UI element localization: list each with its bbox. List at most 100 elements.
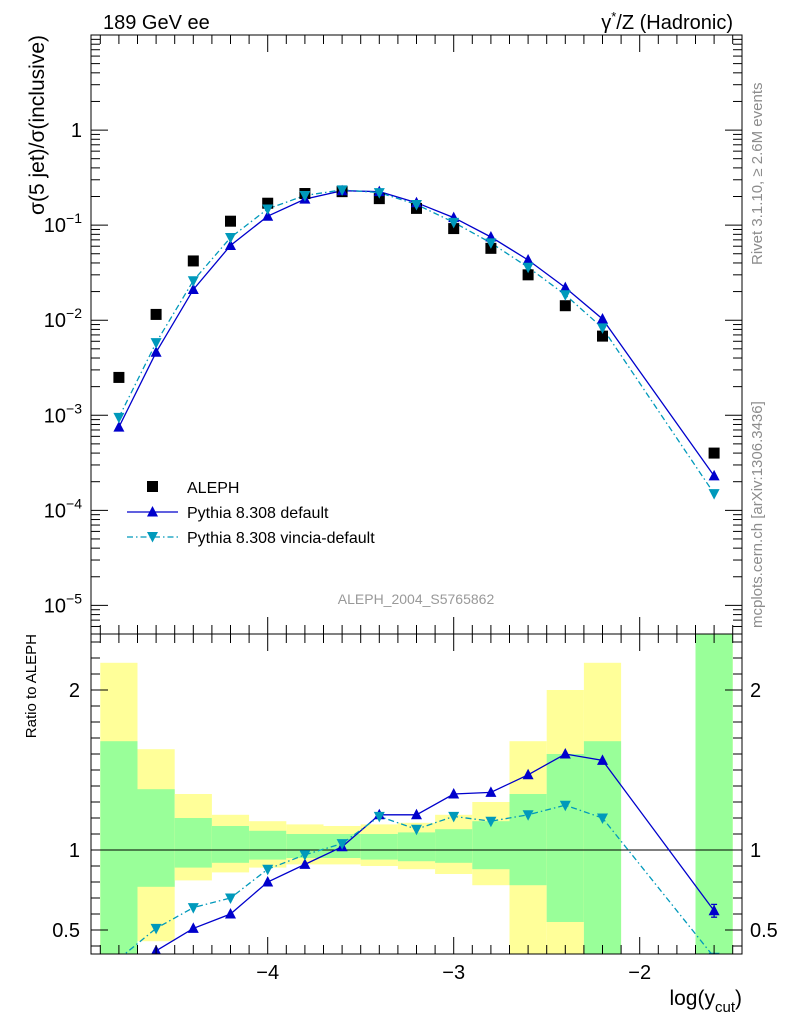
ratio-point-1-1 [150, 923, 162, 935]
ratio-point-0-7 [411, 808, 422, 820]
ratio-y-tick-label-right-0: 0.5 [750, 920, 778, 942]
top-point-0-0 [113, 371, 125, 383]
ratio-point-1-0 [113, 954, 124, 965]
mcplots-label: mcplots.cern.ch [arXiv:1306.3436] [749, 401, 766, 628]
legend: ALEPH Pythia 8.308 default Pythia 8.308 … [127, 480, 375, 547]
ratio-band-green-1 [137, 789, 175, 887]
top-point-0-11 [522, 269, 534, 281]
top-series-line-1 [118, 190, 715, 477]
ratio-point-0-4 [299, 858, 311, 869]
ratio-point-0-3 [262, 876, 274, 887]
ratio-point-1-13 [597, 813, 608, 824]
x-tick-label-1: −3 [442, 962, 465, 984]
top-point-0-12 [559, 300, 571, 312]
top-point-2-5 [299, 190, 311, 202]
top-y-tick-label-5: 1 [71, 120, 82, 142]
x-tick-label-2: −2 [628, 962, 651, 984]
ratio-point-1-9 [448, 811, 460, 823]
ratio-bands [100, 634, 733, 954]
ratio-band-green-7 [360, 834, 398, 860]
ratio-band-green-2 [174, 818, 212, 868]
top-point-1-1 [150, 346, 162, 357]
ratio-band-green-13 [583, 741, 622, 954]
ratio-point-1-3 [225, 893, 236, 904]
ratio-series-line-0 [155, 753, 715, 952]
top-point-2-8 [411, 199, 422, 211]
watermark: ALEPH_2004_S5765862 [338, 591, 495, 607]
ratio-point-1-6 [336, 839, 348, 850]
ratio-point-0-11 [559, 748, 571, 759]
ratio-band-green-3 [211, 826, 250, 863]
top-y-tick-label-2: 10−3 [44, 400, 82, 427]
top-point-0-13 [597, 330, 608, 342]
top-point-1-11 [522, 253, 534, 265]
top-series-line-2 [118, 189, 715, 494]
ratio-point-1-4 [262, 864, 274, 876]
top-point-2-1 [150, 338, 162, 349]
ratio-point-1-10 [485, 816, 497, 828]
ratio-point-1-7 [373, 811, 385, 823]
top-point-1-0 [113, 421, 125, 432]
top-y-tick-label-4: 10−1 [44, 210, 82, 237]
ratio-point-1-12 [559, 800, 571, 812]
ratio-band-green-4 [249, 830, 287, 860]
top-point-1-3 [225, 239, 236, 251]
ratio-point-0-8 [448, 788, 460, 799]
ratio-y-tick-label-1: 1 [69, 840, 80, 862]
ratio-y-label: Ratio to ALEPH [23, 634, 40, 738]
ratio-y-tick-label-2: 2 [69, 680, 80, 702]
top-point-0-2 [187, 255, 199, 267]
ratio-band-green-8 [397, 832, 436, 862]
rivet-label: Rivet 3.1.10, ≥ 2.6M events [749, 83, 766, 266]
ratio-band-green-12 [546, 754, 584, 922]
top-point-2-4 [262, 204, 274, 215]
ratio-band-green-14 [695, 634, 733, 954]
ratio-point-1-8 [411, 824, 422, 836]
ratio-point-0-2 [225, 908, 236, 919]
ratio-panel-axes: 0.5 0.5 1 1 2 2 −4 −3 −2 [52, 634, 778, 984]
ratio-point-0-1 [187, 922, 199, 933]
ratio-band-green-0 [100, 741, 138, 954]
top-point-2-0 [113, 412, 125, 424]
legend-marker-pythia [147, 506, 158, 517]
top-point-1-12 [559, 281, 571, 293]
header-left: 189 GeV ee [103, 12, 210, 34]
top-point-0-7 [373, 193, 385, 205]
top-point-2-2 [187, 276, 199, 287]
top-point-0-9 [448, 223, 460, 235]
top-point-2-10 [485, 238, 497, 249]
ratio-band-green-9 [435, 829, 473, 863]
top-point-2-12 [559, 290, 571, 301]
legend-entry-pythia: Pythia 8.308 default [187, 505, 329, 522]
x-tick-label-0: −4 [256, 962, 279, 984]
top-panel-lines [118, 189, 715, 494]
top-point-2-14 [708, 489, 720, 500]
legend-marker-aleph [147, 481, 158, 492]
top-point-0-14 [708, 447, 720, 459]
top-point-0-3 [225, 215, 236, 227]
top-point-1-14 [708, 469, 720, 481]
top-panel-markers [113, 184, 720, 500]
ratio-y-tick-label-0: 0.5 [52, 920, 80, 942]
ratio-point-0-9 [485, 786, 497, 797]
ratio-y-tick-label-right-2: 2 [750, 680, 761, 702]
ratio-point-1-2 [187, 903, 199, 914]
ratio-point-0-13 [708, 904, 720, 916]
header-right: γ*/Z (Hadronic) [601, 9, 733, 34]
x-axis-label: log(ycut) [669, 987, 742, 1016]
top-point-2-9 [448, 217, 460, 229]
top-y-label: σ(5 jet)/σ(inclusive) [26, 35, 49, 215]
top-point-0-1 [150, 308, 162, 320]
top-point-1-4 [262, 210, 274, 221]
top-point-2-11 [522, 262, 534, 274]
top-point-0-4 [262, 197, 274, 209]
ratio-point-1-11 [522, 810, 534, 821]
legend-marker-vincia [147, 532, 158, 543]
top-panel-axes: 10−5 10−4 10−3 10−2 10−1 1 [44, 34, 742, 634]
legend-entry-aleph: ALEPH [187, 480, 239, 497]
ratio-point-0-10 [522, 768, 534, 780]
ratio-point-0-12 [597, 754, 608, 765]
top-y-tick-label-1: 10−4 [44, 495, 82, 522]
top-y-tick-label-3: 10−2 [44, 305, 82, 332]
legend-entry-vincia: Pythia 8.308 vincia-default [187, 530, 375, 547]
